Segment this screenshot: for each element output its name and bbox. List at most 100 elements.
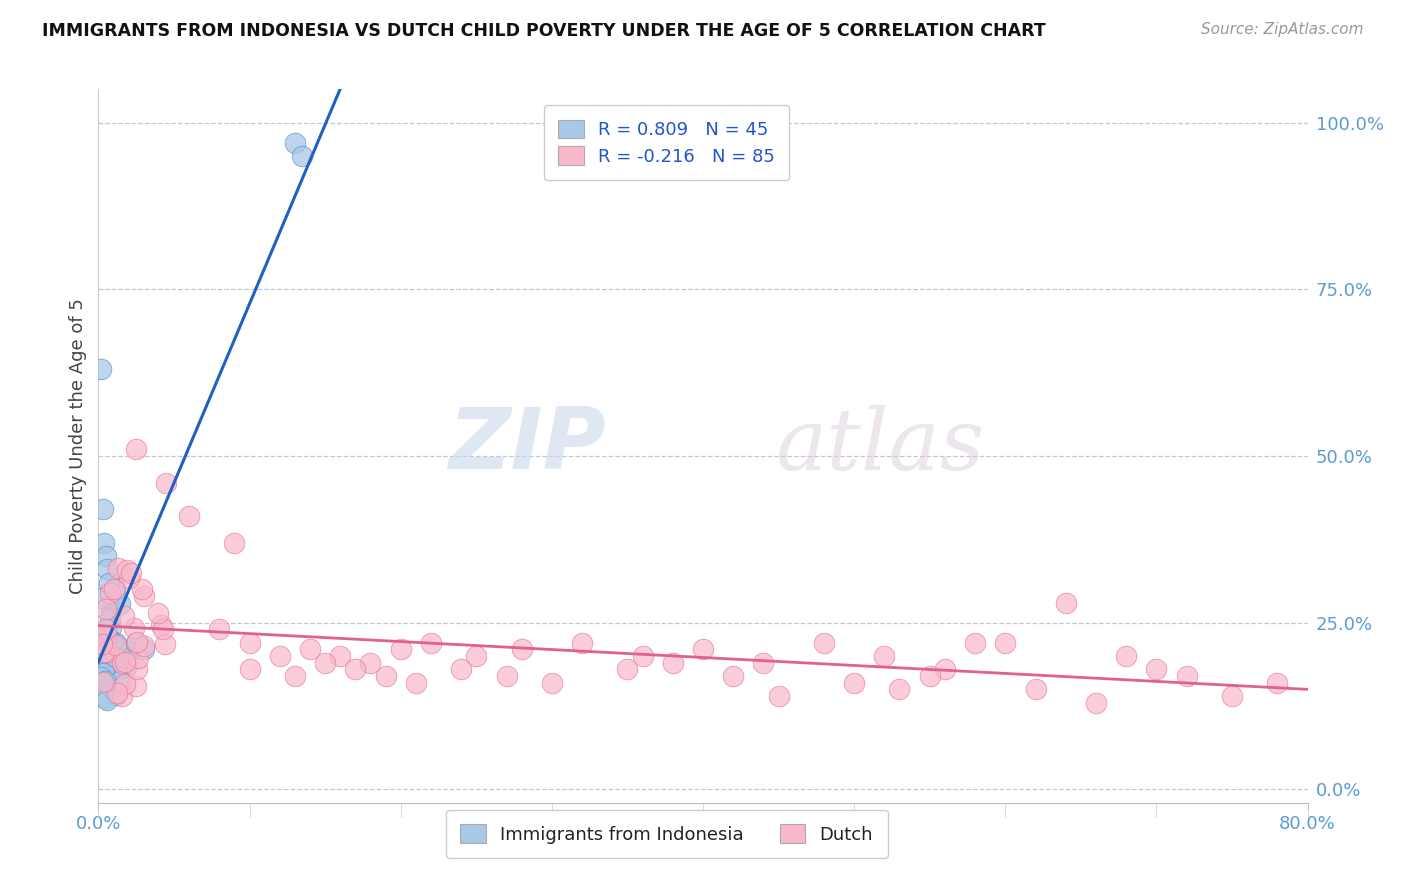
Point: [90, 362, 112, 376]
Point: [291, 149, 314, 163]
Point: [96, 653, 118, 667]
Point: [873, 649, 896, 664]
Point: [723, 669, 745, 683]
Point: [107, 560, 129, 574]
Point: [284, 669, 307, 683]
Point: [1024, 682, 1046, 697]
Point: [405, 675, 427, 690]
Point: [224, 535, 246, 549]
Point: [571, 636, 593, 650]
Point: [134, 589, 156, 603]
Text: IMMIGRANTS FROM INDONESIA VS DUTCH CHILD POVERTY UNDER THE AGE OF 5 CORRELATION : IMMIGRANTS FROM INDONESIA VS DUTCH CHILD…: [42, 22, 1046, 40]
Point: [114, 655, 136, 669]
Point: [115, 563, 138, 577]
Point: [510, 642, 533, 657]
Point: [122, 622, 145, 636]
Point: [100, 640, 122, 654]
Point: [93, 651, 115, 665]
Point: [105, 685, 128, 699]
Point: [1054, 596, 1077, 610]
Point: [103, 595, 125, 609]
Point: [132, 642, 155, 657]
Point: [108, 663, 131, 677]
Point: [98, 586, 121, 600]
Point: [934, 662, 956, 676]
Point: [692, 642, 714, 657]
Point: [1267, 675, 1289, 690]
Point: [284, 136, 307, 150]
Point: [389, 642, 412, 657]
Point: [813, 636, 835, 650]
Point: [91, 627, 114, 641]
Point: [889, 682, 911, 697]
Point: [103, 582, 125, 597]
Point: [94, 602, 117, 616]
Point: [97, 645, 120, 659]
Point: [125, 679, 148, 693]
Point: [100, 620, 122, 634]
Point: [155, 475, 177, 490]
Point: [91, 637, 114, 651]
Point: [93, 629, 115, 643]
Point: [112, 609, 135, 624]
Point: [104, 688, 127, 702]
Point: [97, 657, 120, 671]
Point: [111, 656, 134, 670]
Point: [89, 652, 111, 666]
Point: [125, 636, 148, 650]
Point: [93, 535, 115, 549]
Point: [125, 442, 148, 457]
Point: [844, 675, 866, 690]
Point: [918, 669, 941, 683]
Point: [93, 645, 115, 659]
Point: [1144, 662, 1167, 676]
Point: [98, 610, 121, 624]
Point: [752, 656, 775, 670]
Point: [131, 582, 153, 596]
Point: [114, 677, 136, 691]
Point: [314, 656, 336, 670]
Point: [420, 636, 443, 650]
Text: ZIP: ZIP: [449, 404, 606, 488]
Point: [208, 623, 231, 637]
Point: [118, 645, 141, 659]
Point: [115, 660, 138, 674]
Point: [152, 622, 174, 636]
Point: [127, 651, 149, 665]
Point: [114, 650, 136, 665]
Legend: Immigrants from Indonesia, Dutch: Immigrants from Indonesia, Dutch: [446, 810, 887, 858]
Point: [97, 635, 120, 649]
Point: [104, 582, 127, 597]
Point: [146, 607, 169, 621]
Point: [101, 635, 124, 649]
Point: [91, 502, 114, 516]
Point: [450, 662, 472, 676]
Point: [153, 637, 176, 651]
Point: [94, 549, 117, 563]
Text: Source: ZipAtlas.com: Source: ZipAtlas.com: [1201, 22, 1364, 37]
Point: [96, 562, 118, 576]
Point: [465, 649, 488, 664]
Point: [239, 636, 262, 650]
Y-axis label: Child Poverty Under the Age of 5: Child Poverty Under the Age of 5: [69, 298, 87, 594]
Point: [89, 591, 111, 606]
Point: [299, 642, 322, 657]
Point: [96, 629, 118, 643]
Point: [125, 662, 148, 676]
Point: [101, 681, 124, 695]
Point: [132, 640, 155, 654]
Point: [540, 675, 562, 690]
Point: [100, 603, 122, 617]
Point: [239, 662, 262, 676]
Point: [89, 646, 111, 660]
Point: [631, 649, 654, 664]
Point: [768, 689, 790, 703]
Point: [1220, 689, 1243, 703]
Point: [93, 666, 115, 681]
Point: [104, 636, 127, 650]
Point: [1115, 649, 1137, 664]
Point: [96, 622, 118, 636]
Point: [94, 690, 117, 705]
Point: [97, 632, 120, 647]
Point: [110, 690, 132, 704]
